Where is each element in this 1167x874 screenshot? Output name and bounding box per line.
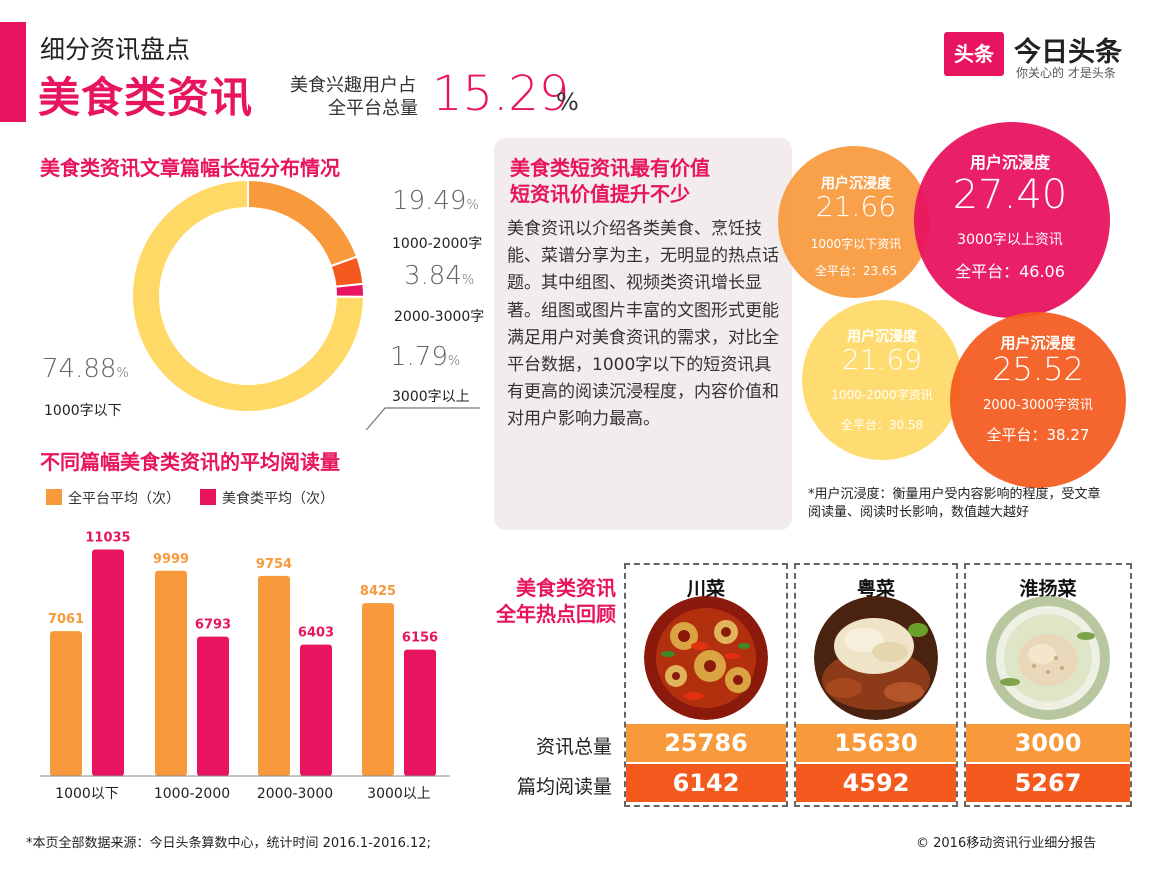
hot-review-title-2: 全年热点回顾 — [496, 602, 616, 626]
cantonese-dish-image — [814, 596, 938, 720]
bar-value-food-2000-3000: 6403 — [298, 626, 334, 641]
bar-food-3000 — [404, 649, 436, 776]
donut-label-value-2000-3000: 3.84% — [404, 261, 475, 291]
bubble-1000-platform: 全平台：23.65 — [814, 264, 898, 278]
insight-body: 美食资讯以介绍各类美食、烹饪技能、菜谱分享为主，无明显的热点话题。其中组图、视频… — [507, 219, 779, 430]
bar-category-label-1000-2000: 1000-2000 — [154, 786, 230, 802]
legend-swatch-food — [200, 489, 216, 505]
bar-platform-3000 — [362, 603, 394, 776]
bar-value-platform-3000: 8425 — [360, 584, 396, 599]
bubble-1000-2000-category: 1000-2000字资讯 — [831, 388, 933, 402]
bar-category-label-1000: 1000以下 — [55, 786, 119, 802]
bubble-1000-value: 21.66 — [815, 190, 897, 223]
donut-slice-1000 — [131, 180, 366, 413]
bubble-3000-category: 3000字以上资讯 — [957, 232, 1063, 248]
insight-heading-2: 短资讯价值提升不少 — [510, 182, 690, 206]
cuisine-card-huaiyang — [964, 563, 1132, 807]
row-label-avg: 篇均阅读量 — [516, 776, 612, 798]
donut-label-value-3000: 1.79% — [390, 342, 461, 372]
bubble-1000 — [778, 146, 930, 298]
share-unit: % — [556, 88, 579, 116]
cell-sichuan-avg: 6142 — [626, 764, 786, 802]
donut-section-title: 美食类资讯文章篇幅长短分布情况 — [40, 156, 340, 180]
donut-label-cat-1000-2000: 1000-2000字 — [392, 236, 483, 252]
donut-chart — [131, 180, 480, 430]
bar-category-label-3000: 3000以上 — [367, 786, 431, 802]
bubble-3000 — [914, 122, 1110, 318]
bubble-1000-2000-platform: 全平台：30.58 — [840, 418, 924, 432]
accent-bar — [0, 22, 26, 122]
cell-huaiyang-total: 3000 — [966, 724, 1130, 762]
sichuan-dish-image — [644, 596, 768, 720]
bubble-3000-label: 用户沉浸度 — [969, 153, 1050, 172]
insight-card — [494, 138, 792, 530]
bar-value-platform-2000-3000: 9754 — [256, 557, 292, 572]
cell-cantonese-total: 15630 — [796, 724, 956, 762]
share-label-2: 全平台总量 — [328, 98, 418, 119]
donut-slice-1000-2000 — [247, 180, 359, 268]
bar-food-1000-2000 — [197, 636, 229, 776]
bar-value-food-3000: 6156 — [402, 631, 438, 646]
bar-value-food-1000: 11035 — [85, 531, 130, 546]
bar-category-label-2000-3000: 2000-3000 — [257, 786, 333, 802]
bar-food-1000 — [92, 549, 124, 776]
cuisine-card-cantonese — [794, 563, 958, 807]
cell-cantonese-avg: 4592 — [796, 764, 956, 802]
logo-slogan: 你关心的 才是头条 — [1016, 66, 1116, 80]
footer-copyright: © 2016移动资讯行业细分报告 — [916, 836, 1097, 851]
bar-value-platform-1000-2000: 9999 — [153, 552, 189, 567]
immersion-note: *用户沉浸度：衡量用户受内容影响的程度，受文章阅读量、阅读时长影响，数值越大越好 — [808, 487, 1101, 520]
donut-label-cat-3000: 3000字以上 — [392, 389, 470, 405]
bubble-1000-2000-label: 用户沉浸度 — [847, 329, 917, 345]
cell-huaiyang-avg: 5267 — [966, 764, 1130, 802]
insight-heading-1: 美食类短资讯最有价值 — [510, 156, 710, 180]
leader-line-1000-2000 — [365, 407, 480, 430]
legend-label-platform: 全平台平均（次） — [68, 491, 180, 507]
logo-mark: 头条 — [944, 32, 1004, 76]
bar-platform-1000 — [50, 631, 82, 776]
bubble-2000-3000-label: 用户沉浸度 — [1000, 334, 1076, 352]
bar-platform-1000-2000 — [155, 570, 187, 776]
bar-value-platform-1000: 7061 — [48, 612, 84, 627]
bubble-2000-3000-value: 25.52 — [992, 350, 1084, 388]
bubble-1000-category: 1000字以下资讯 — [810, 237, 902, 251]
donut-label-value-1000-2000: 19.49% — [392, 186, 479, 216]
donut-slice-3000 — [334, 282, 365, 298]
bubble-2000-3000-platform: 全平台：38.27 — [986, 426, 1090, 444]
donut-label-cat-2000-3000: 2000-3000字 — [394, 309, 485, 325]
bubble-2000-3000-category: 2000-3000字资讯 — [983, 398, 1093, 413]
bar-value-food-1000-2000: 6793 — [195, 618, 231, 633]
cuisine-name-cantonese: 粤菜 — [856, 578, 895, 600]
legend-label-food: 美食类平均（次） — [222, 491, 334, 507]
bar-platform-2000-3000 — [258, 575, 290, 776]
bar-food-2000-3000 — [300, 644, 332, 776]
bubble-1000-2000-value: 21.69 — [841, 343, 923, 376]
bubble-2000-3000 — [950, 312, 1126, 488]
row-label-total: 资讯总量 — [535, 736, 612, 758]
bubble-3000-platform: 全平台：46.06 — [955, 262, 1065, 281]
bubble-1000-label: 用户沉浸度 — [821, 176, 891, 192]
donut-label-cat-1000: 1000字以下 — [44, 403, 122, 419]
footer-source: *本页全部数据来源：今日头条算数中心，统计时间 2016.1-2016.12; — [26, 836, 431, 851]
hot-review-title-1: 美食类资讯 — [516, 576, 616, 600]
page-title: 美食类资讯 — [38, 73, 254, 122]
bubble-3000-value: 27.40 — [952, 172, 1068, 218]
cuisine-card-sichuan — [624, 563, 788, 807]
share-label-1: 美食兴趣用户占 — [290, 75, 416, 96]
logo-name: 今日头条 — [1014, 37, 1122, 68]
share-value: 15.29 — [432, 66, 570, 122]
huaiyang-dish-image — [986, 596, 1110, 720]
bar-section-title: 不同篇幅美食类资讯的平均阅读量 — [40, 450, 340, 474]
bar-chart: 7061 11035 1000以下 9999 6793 1000-2000 9754 6403… — [40, 531, 450, 802]
cell-sichuan-total: 25786 — [626, 724, 786, 762]
donut-label-value-1000: 74.88% — [42, 354, 129, 384]
cuisine-name-sichuan: 川菜 — [686, 578, 725, 600]
page-kicker: 细分资讯盘点 — [40, 35, 191, 64]
bubble-1000-2000 — [802, 300, 962, 460]
legend-swatch-platform — [46, 489, 62, 505]
cuisine-name-huaiyang: 淮扬菜 — [1019, 578, 1077, 600]
